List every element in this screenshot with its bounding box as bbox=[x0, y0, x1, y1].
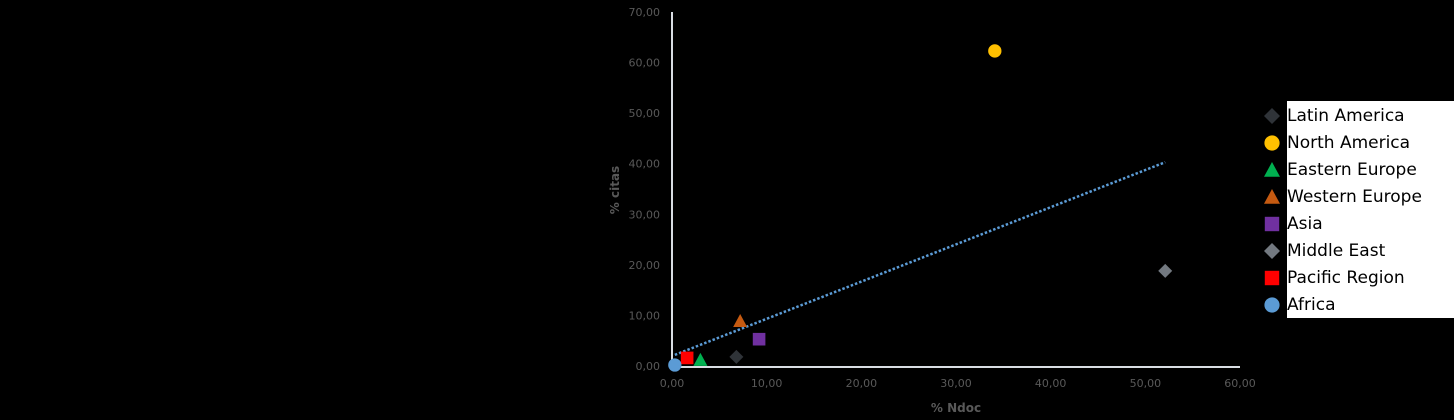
data-point-asia bbox=[752, 332, 766, 346]
legend-item: Western Europe bbox=[1252, 183, 1422, 210]
x-axis-label: % Ndoc bbox=[931, 401, 981, 415]
y-tick-label: 70,00 bbox=[629, 6, 661, 19]
data-point-pacific-region bbox=[680, 351, 694, 365]
legend-item: Middle East bbox=[1252, 237, 1385, 264]
data-point-latin-america bbox=[729, 349, 744, 364]
data-point-eastern-europe bbox=[693, 352, 708, 366]
diamond-marker-icon bbox=[1252, 106, 1282, 126]
square-marker-icon bbox=[1252, 214, 1282, 234]
legend-item: Africa bbox=[1252, 291, 1336, 318]
legend-label: Pacific Region bbox=[1287, 267, 1405, 288]
triangle-marker-icon bbox=[1252, 187, 1282, 207]
x-tick-label: 40,00 bbox=[1035, 377, 1067, 390]
x-tick-label: 30,00 bbox=[940, 377, 972, 390]
circle-marker-icon bbox=[1252, 133, 1282, 153]
y-tick-label: 40,00 bbox=[629, 158, 661, 171]
y-tick-label: 10,00 bbox=[629, 309, 661, 322]
data-point-middle-east bbox=[1158, 263, 1173, 278]
legend-label: Africa bbox=[1287, 294, 1336, 315]
legend-label: Latin America bbox=[1287, 105, 1405, 126]
trendline bbox=[674, 161, 1166, 357]
x-tick-label: 20,00 bbox=[846, 377, 878, 390]
data-point-north-america bbox=[988, 44, 1002, 58]
y-tick-label: 20,00 bbox=[629, 259, 661, 272]
x-tick-label: 10,00 bbox=[751, 377, 783, 390]
data-point-africa bbox=[668, 358, 682, 372]
data-points bbox=[668, 44, 1173, 372]
x-tick-label: 60,00 bbox=[1224, 377, 1256, 390]
x-axis-ticks: 0,00 10,00 20,00 30,00 40,00 50,00 60,00 bbox=[660, 377, 1256, 390]
data-point-western-europe bbox=[733, 313, 748, 327]
y-tick-label: 50,00 bbox=[629, 107, 661, 120]
y-tick-label: 30,00 bbox=[629, 208, 661, 221]
legend-item: North America bbox=[1252, 129, 1410, 156]
legend-item: Asia bbox=[1252, 210, 1323, 237]
y-tick-label: 60,00 bbox=[629, 57, 661, 70]
y-axis-label: % citas bbox=[608, 166, 622, 214]
chart-legend: Latin America North America Eastern Europe… bbox=[1264, 101, 1454, 318]
diamond-marker-icon bbox=[1252, 241, 1282, 261]
legend-label: Middle East bbox=[1287, 240, 1386, 261]
legend-item: Eastern Europe bbox=[1252, 156, 1417, 183]
legend-item: Pacific Region bbox=[1252, 264, 1405, 291]
legend-label: North America bbox=[1287, 132, 1411, 153]
legend-label: Asia bbox=[1287, 213, 1323, 234]
legend-label: Eastern Europe bbox=[1287, 159, 1417, 180]
circle-marker-icon bbox=[1252, 295, 1282, 315]
legend-item: Latin America bbox=[1252, 102, 1405, 129]
triangle-marker-icon bbox=[1252, 160, 1282, 180]
y-tick-label: 0,00 bbox=[636, 360, 661, 373]
x-tick-label: 0,00 bbox=[660, 377, 685, 390]
square-marker-icon bbox=[1252, 268, 1282, 288]
legend-label: Western Europe bbox=[1287, 186, 1422, 207]
y-axis-ticks: 0,00 10,00 20,00 30,00 40,00 50,00 60,00 70,00 bbox=[629, 6, 661, 373]
x-tick-label: 50,00 bbox=[1130, 377, 1162, 390]
